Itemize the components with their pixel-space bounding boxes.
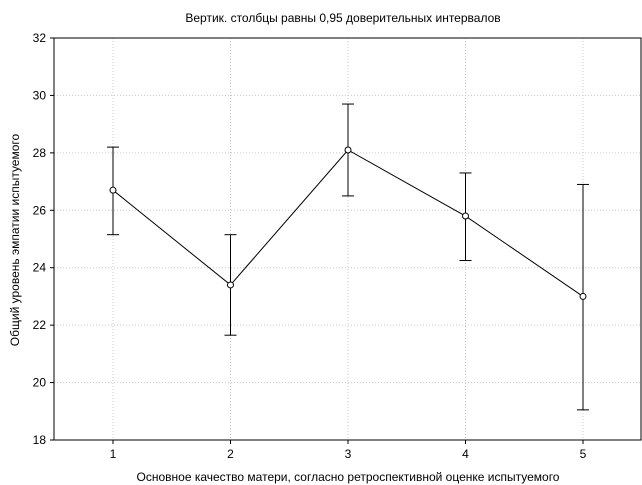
data-point xyxy=(579,292,587,300)
x-tick-label: 2 xyxy=(227,447,234,461)
x-tick-label: 4 xyxy=(462,447,469,461)
y-tick-label: 28 xyxy=(33,146,47,160)
x-tick-label: 3 xyxy=(345,447,352,461)
data-point xyxy=(109,186,117,194)
chart-title: Вертик. столбцы равны 0,95 доверительных… xyxy=(185,11,500,25)
y-tick-label: 32 xyxy=(33,31,47,45)
data-points xyxy=(109,146,587,300)
grid-lines xyxy=(54,37,641,441)
x-axis: 1 2 3 4 5 xyxy=(110,440,587,461)
x-tick-label: 5 xyxy=(580,447,587,461)
x-axis-title: Основное качество матери, согласно ретро… xyxy=(137,470,560,484)
y-tick-label: 18 xyxy=(33,433,47,447)
y-tick-label: 24 xyxy=(33,261,47,275)
data-point xyxy=(227,281,234,289)
y-axis: 18 20 22 24 26 28 30 32 xyxy=(33,31,54,447)
data-point xyxy=(462,212,469,220)
y-tick-label: 26 xyxy=(33,203,47,217)
y-axis-title: Общий уровень эмпатии испытуемого xyxy=(8,133,22,346)
data-point xyxy=(344,146,352,154)
y-tick-label: 30 xyxy=(33,88,47,102)
y-tick-label: 20 xyxy=(33,376,47,390)
y-tick-label: 22 xyxy=(33,318,47,332)
x-tick-label: 1 xyxy=(110,447,117,461)
